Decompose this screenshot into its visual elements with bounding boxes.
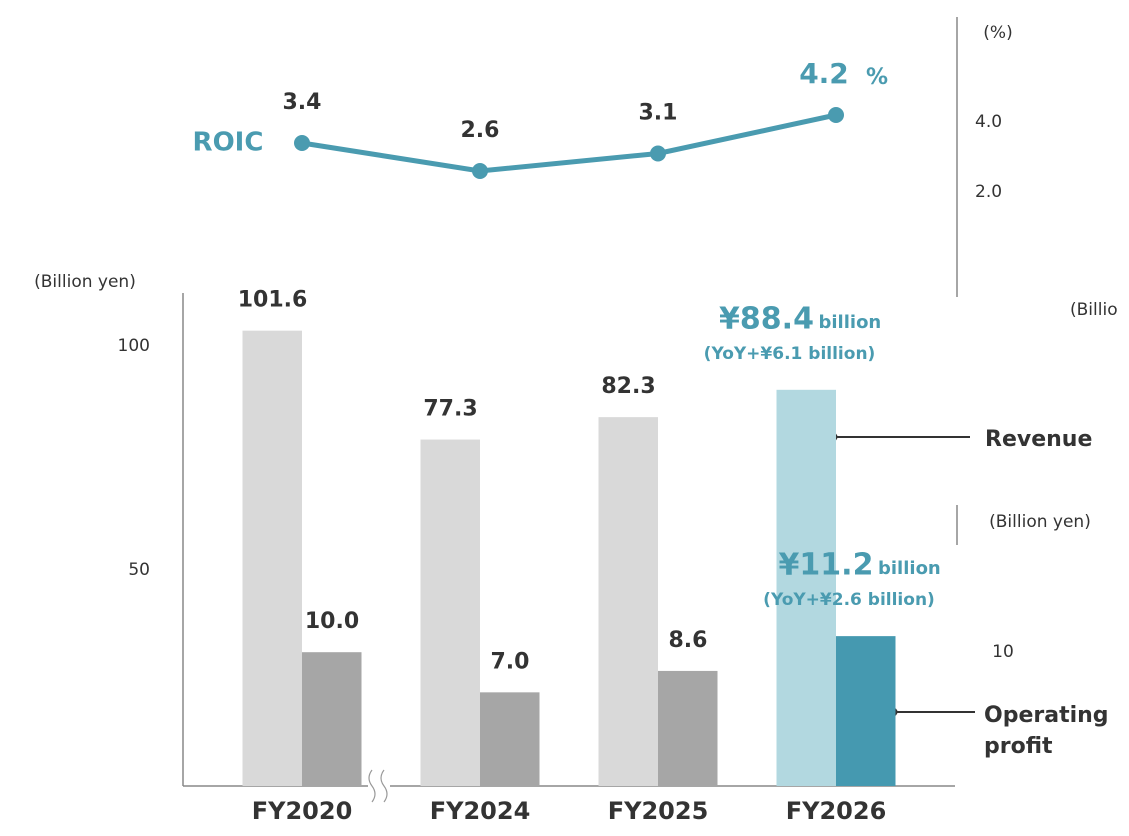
data-label: 82.3: [601, 374, 655, 399]
data-label: 3.1: [639, 101, 678, 126]
x-tick-label: FY2024: [430, 797, 531, 825]
axis-break-gap: [368, 770, 390, 802]
bar: [242, 330, 302, 786]
annotation: (YoY+¥6.1 billion): [704, 344, 876, 364]
x-tick-label: FY2020: [252, 797, 353, 825]
y-tick-label: 100: [118, 336, 150, 356]
data-label: 3.4: [283, 90, 322, 115]
bar: [302, 652, 362, 786]
legend-label: Operating profit: [984, 703, 1109, 759]
y2-tick-label: 10: [992, 642, 1014, 662]
bar: [480, 692, 540, 786]
annotation: billion: [878, 558, 941, 579]
x-tick-label: FY2025: [608, 797, 709, 825]
y2-axis-label: (Billion yen): [989, 512, 1091, 532]
data-label: ¥11.2: [779, 548, 874, 583]
data-label: 4.2: [799, 57, 849, 90]
data-label: 2.6: [461, 118, 500, 143]
data-label: 7.0: [491, 649, 530, 674]
annotation: (YoY+¥2.6 billion): [763, 590, 935, 610]
cut-label: (Billio: [1070, 300, 1118, 320]
y-tick-label: 4.0: [975, 112, 1002, 132]
bar: [776, 389, 836, 786]
bar: [836, 636, 896, 786]
annotation: billion: [819, 312, 882, 333]
data-label: 101.6: [238, 288, 308, 313]
point: [472, 163, 488, 179]
annotation: %: [866, 65, 888, 90]
series-label: ROIC: [193, 128, 264, 158]
data-label: 8.6: [669, 628, 708, 653]
bar: [658, 670, 718, 786]
point: [650, 145, 666, 162]
legend-label: Revenue: [985, 427, 1092, 452]
axis-break: [368, 769, 388, 803]
point: [828, 107, 844, 123]
data-label: 77.3: [423, 397, 477, 422]
bar: [598, 417, 658, 786]
y-tick-label: 2.0: [975, 182, 1002, 202]
y-axis-label-roic: (%): [983, 23, 1012, 43]
bar: [420, 439, 480, 786]
data-label: 10.0: [305, 609, 359, 634]
line: [301, 112, 837, 174]
x-tick-label: FY2026: [786, 797, 887, 825]
y-tick-label: 50: [128, 560, 150, 580]
point: [294, 135, 310, 151]
data-label: ¥88.4: [719, 301, 814, 336]
y-axis-label: (Billion yen): [34, 272, 136, 292]
